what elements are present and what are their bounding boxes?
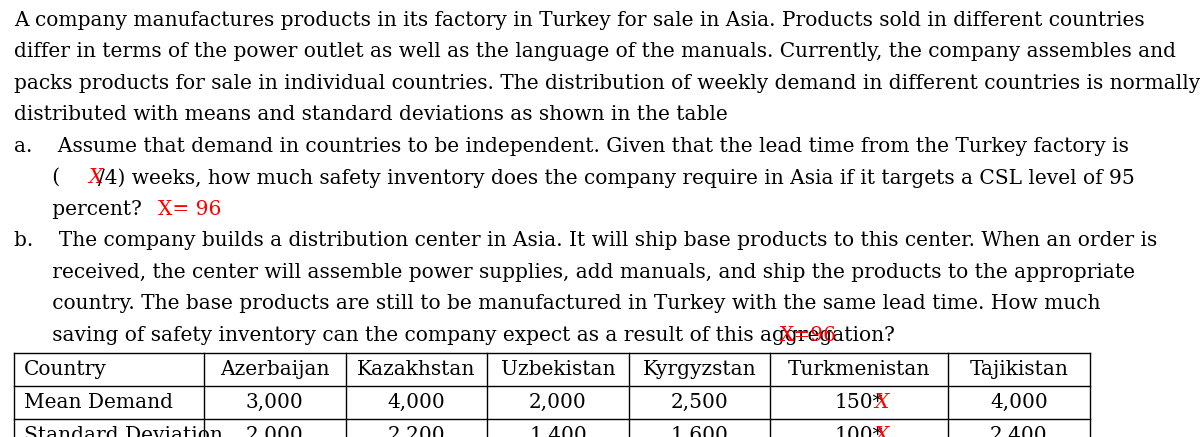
Text: percent?: percent?: [14, 200, 143, 218]
Text: 4,000: 4,000: [388, 393, 445, 412]
Text: 2,000: 2,000: [529, 393, 587, 412]
Text: packs products for sale in individual countries. The distribution of weekly dema: packs products for sale in individual co…: [14, 74, 1200, 93]
Text: 1,400: 1,400: [529, 426, 587, 437]
Text: 2,000: 2,000: [246, 426, 304, 437]
Text: X: X: [874, 393, 888, 412]
Text: Uzbekistan: Uzbekistan: [500, 360, 616, 379]
Text: 4,000: 4,000: [990, 393, 1048, 412]
Text: differ in terms of the power outlet as well as the language of the manuals. Curr: differ in terms of the power outlet as w…: [14, 42, 1176, 61]
Text: Standard Deviation: Standard Deviation: [24, 426, 223, 437]
Text: 150*: 150*: [835, 393, 883, 412]
Text: (: (: [14, 168, 60, 187]
Text: 100*: 100*: [835, 426, 883, 437]
Text: received, the center will assemble power supplies, add manuals, and ship the pro: received, the center will assemble power…: [14, 263, 1135, 281]
Text: Turkmenistan: Turkmenistan: [788, 360, 930, 379]
Text: /4) weeks, how much safety inventory does the company require in Asia if it targ: /4) weeks, how much safety inventory doe…: [98, 168, 1135, 188]
Text: Kazakhstan: Kazakhstan: [358, 360, 475, 379]
Text: b.    The company builds a distribution center in Asia. It will ship base produc: b. The company builds a distribution cen…: [14, 231, 1158, 250]
Text: X= 96: X= 96: [158, 200, 221, 218]
Text: 1,600: 1,600: [671, 426, 728, 437]
Text: Azerbaijan: Azerbaijan: [220, 360, 330, 379]
Text: country. The base products are still to be manufactured in Turkey with the same : country. The base products are still to …: [14, 294, 1100, 313]
Text: saving of safety inventory can the company expect as a result of this aggregatio: saving of safety inventory can the compa…: [14, 326, 901, 344]
Text: Kyrgyzstan: Kyrgyzstan: [643, 360, 756, 379]
Text: Mean Demand: Mean Demand: [24, 393, 173, 412]
Text: Country: Country: [24, 360, 107, 379]
Text: A company manufactures products in its factory in Turkey for sale in Asia. Produ: A company manufactures products in its f…: [14, 11, 1145, 30]
Text: 2,200: 2,200: [388, 426, 445, 437]
Text: X: X: [874, 426, 888, 437]
Text: X: X: [89, 168, 102, 187]
Text: 2,500: 2,500: [671, 393, 728, 412]
Text: a.    Assume that demand in countries to be independent. Given that the lead tim: a. Assume that demand in countries to be…: [14, 137, 1129, 156]
Text: 3,000: 3,000: [246, 393, 304, 412]
Text: X=96: X=96: [780, 326, 838, 344]
Text: Tajikistan: Tajikistan: [970, 360, 1068, 379]
Text: distributed with means and standard deviations as shown in the table: distributed with means and standard devi…: [14, 105, 728, 124]
Text: 2,400: 2,400: [990, 426, 1048, 437]
